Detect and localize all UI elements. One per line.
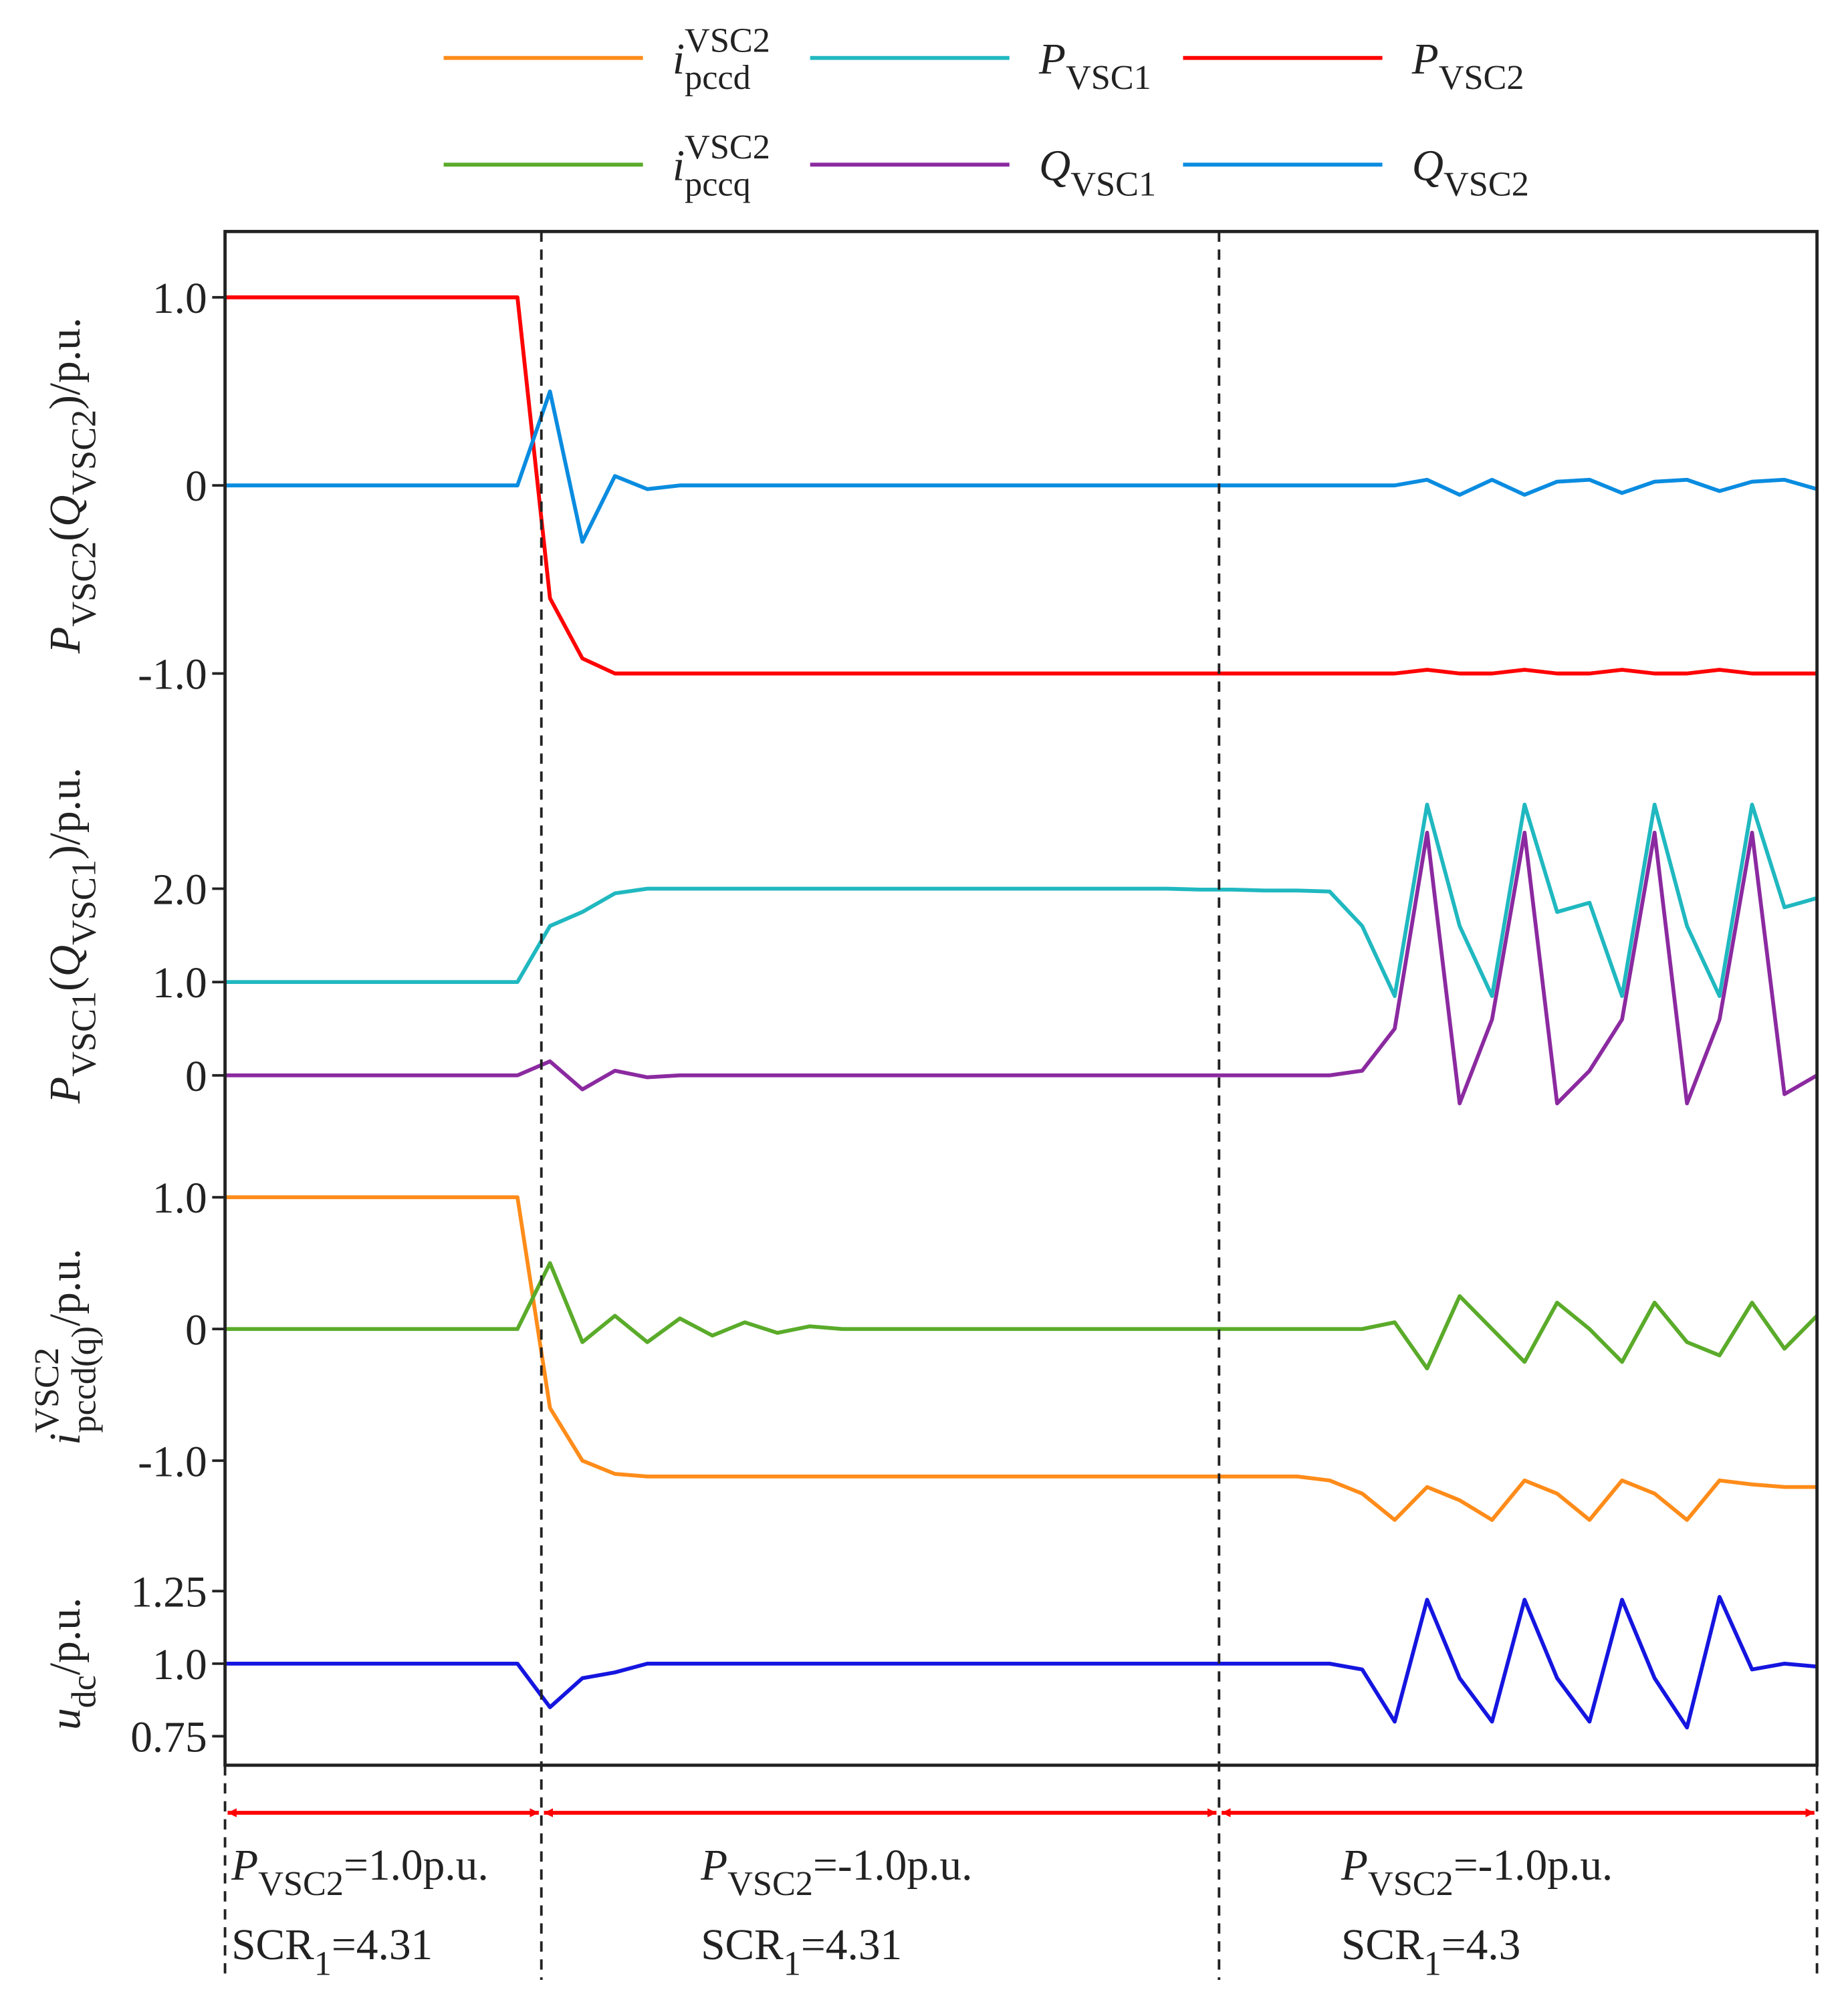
text-part: P [700, 1842, 727, 1890]
text-part: =4.31 [801, 1921, 902, 1969]
y-tick-label: 1.25 [130, 1568, 207, 1616]
data-line [225, 802, 1818, 998]
legend-label: iVSC2 pccd [673, 21, 770, 96]
text-part: P [1038, 35, 1066, 84]
text-part: VSC1 [64, 860, 103, 945]
text-part: ( [41, 527, 90, 541]
text-part: P [1341, 1842, 1368, 1890]
text-part: P [231, 1842, 258, 1890]
text-part: i [41, 1433, 90, 1445]
text-part: /p.u. [41, 1249, 90, 1326]
y-axis-label: PVSC1(QVSC1)/p.u. [41, 767, 103, 1104]
y-tick-label: -1.0 [138, 1438, 207, 1486]
text-part: VSC2 [64, 410, 103, 495]
text-part: VSC2 [1368, 1864, 1454, 1903]
text-part: VSC2 [64, 541, 103, 627]
range-label: PVSC2=1.0p.u. [231, 1842, 488, 1903]
text-part: ( [41, 977, 90, 991]
text-part: 1 [1424, 1944, 1442, 1983]
text-part: =4.31 [332, 1921, 433, 1969]
text-part: 1 [784, 1944, 801, 1983]
legend-label: iVSC2 pccq [673, 128, 770, 203]
text-part: i [673, 35, 685, 84]
legend-label: PVSC1 [1038, 35, 1151, 97]
text-part: P [41, 627, 90, 654]
y-tick-label: 1.0 [152, 1174, 207, 1223]
text-part: VSC2 [27, 1348, 66, 1433]
y-tick-label: 2.0 [152, 866, 207, 914]
data-line [225, 830, 1819, 1106]
text-part: P [1411, 35, 1439, 84]
text-part: Q [1039, 142, 1070, 190]
text-part: VSC2 [1444, 164, 1529, 203]
text-part: P [41, 1077, 90, 1104]
data-line [225, 295, 1817, 676]
data-line [225, 389, 1818, 544]
plot-frame [223, 229, 1819, 1767]
text-part: i [673, 142, 685, 190]
y-tick-label: 0 [185, 1306, 207, 1354]
y-axis-label: udc/p.u. [41, 1598, 103, 1730]
legend-label: QVSC1 [1039, 142, 1156, 203]
y-axis-label: iVSC2pccd(q)/p.u. [27, 1249, 103, 1445]
y-tick-label: 0 [185, 463, 207, 511]
text-part: )/p.u. [41, 767, 90, 860]
text-part: VSC2 [685, 128, 770, 166]
text-part: )/p.u. [41, 318, 90, 410]
text-part: VSC1 [64, 991, 103, 1077]
text-part: dc [64, 1675, 103, 1708]
y-tick-label: 0 [185, 1053, 207, 1101]
text-part: pccd [685, 58, 751, 97]
text-part: /p.u. [41, 1598, 90, 1675]
data-line [225, 1195, 1817, 1522]
range-label: SCR1=4.31 [701, 1921, 902, 1983]
y-tick-label: 1.0 [152, 959, 207, 1007]
text-part: pccd(q) [64, 1326, 103, 1433]
text-part: SCR [231, 1921, 314, 1969]
range-label: SCR1=4.31 [231, 1921, 433, 1983]
y-tick-label: 1.0 [152, 275, 207, 323]
data-line [225, 1261, 1819, 1371]
text-part: VSC2 [727, 1864, 813, 1903]
data-line [225, 1595, 1817, 1730]
range-label: SCR1=4.3 [1341, 1921, 1520, 1983]
y-axis-label: PVSC2(QVSC2)/p.u. [41, 318, 103, 654]
text-part: u [41, 1708, 90, 1730]
text-part: Q [41, 495, 90, 527]
y-tick-label: 0.75 [130, 1713, 207, 1761]
text-part: Q [41, 945, 90, 977]
text-part: SCR [701, 1921, 784, 1969]
text-part: 1 [314, 1944, 332, 1983]
text-part: =1.0p.u. [344, 1842, 489, 1890]
text-part: =-1.0p.u. [813, 1842, 972, 1890]
text-part: VSC1 [1070, 164, 1156, 203]
text-part: =-1.0p.u. [1454, 1842, 1613, 1890]
text-part: VSC2 [258, 1864, 344, 1903]
legend-label: PVSC2 [1411, 35, 1524, 97]
text-part: =4.3 [1442, 1921, 1521, 1969]
y-tick-label: 1.0 [152, 1641, 207, 1689]
legend-label: QVSC2 [1412, 142, 1529, 203]
text-part: SCR [1341, 1921, 1424, 1969]
text-part: Q [1412, 142, 1444, 190]
y-tick-label: -1.0 [138, 651, 207, 699]
range-label: PVSC2=-1.0p.u. [1341, 1842, 1613, 1903]
text-part: VSC1 [1066, 58, 1151, 97]
range-label: PVSC2=-1.0p.u. [700, 1842, 972, 1903]
text-part: VSC2 [685, 21, 770, 59]
text-part: VSC2 [1439, 58, 1524, 97]
text-part: pccq [685, 164, 751, 203]
